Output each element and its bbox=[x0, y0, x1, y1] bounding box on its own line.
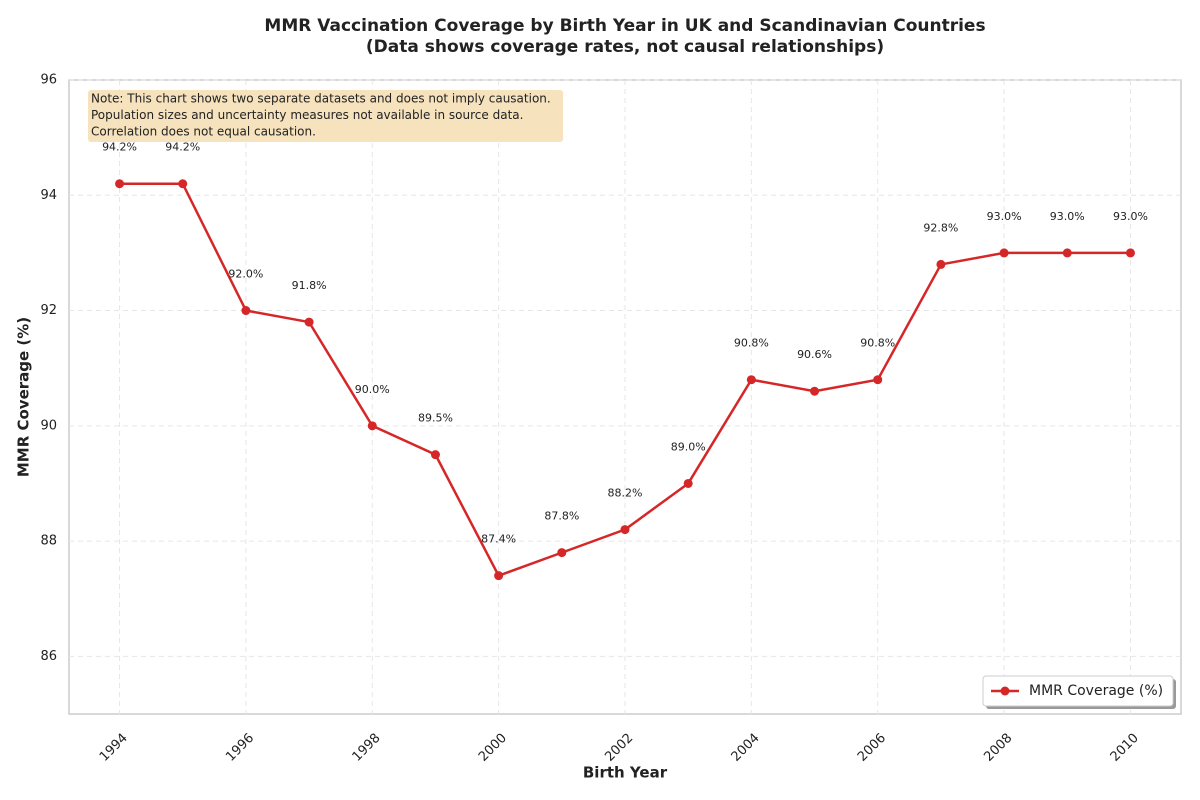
value-label: 87.4% bbox=[481, 533, 516, 546]
y-tick-label: 96 bbox=[40, 73, 57, 88]
annotation: Note: This chart shows two separate data… bbox=[88, 90, 563, 142]
value-label: 91.8% bbox=[292, 279, 327, 292]
legend-label: MMR Coverage (%) bbox=[1029, 683, 1163, 699]
y-tick-label: 86 bbox=[40, 649, 57, 664]
value-label: 90.8% bbox=[734, 337, 769, 350]
data-point bbox=[115, 179, 125, 189]
data-point bbox=[178, 179, 188, 189]
value-label: 88.2% bbox=[608, 487, 643, 500]
data-point bbox=[683, 478, 693, 488]
value-label: 92.0% bbox=[228, 268, 263, 281]
data-point bbox=[746, 375, 756, 385]
value-label: 89.0% bbox=[671, 440, 706, 453]
data-point bbox=[1062, 248, 1072, 258]
x-tick-label: 2008 bbox=[981, 731, 1015, 765]
x-tick-label: 1994 bbox=[97, 731, 131, 765]
data-point bbox=[873, 375, 883, 385]
data-point bbox=[430, 450, 440, 460]
data-point bbox=[557, 548, 567, 558]
value-label: 87.8% bbox=[544, 510, 579, 523]
legend bbox=[982, 675, 1174, 707]
value-label: 93.0% bbox=[1050, 210, 1085, 223]
data-point bbox=[241, 306, 251, 316]
y-tick-label: 92 bbox=[40, 303, 57, 318]
value-label: 90.6% bbox=[797, 348, 832, 361]
data-point bbox=[936, 259, 946, 269]
value-label: 92.8% bbox=[923, 221, 958, 234]
legend-marker bbox=[1000, 686, 1010, 696]
data-point bbox=[304, 317, 314, 327]
x-axis-label: Birth Year bbox=[583, 764, 668, 782]
y-axis-label: MMR Coverage (%) bbox=[15, 317, 33, 477]
x-tick-label: 2000 bbox=[476, 731, 510, 765]
y-tick-label: 88 bbox=[40, 534, 57, 549]
chart-subtitle: (Data shows coverage rates, not causal r… bbox=[366, 37, 884, 57]
value-label: 90.8% bbox=[860, 337, 895, 350]
x-tick-label: 2006 bbox=[855, 731, 889, 765]
data-point bbox=[810, 386, 820, 396]
y-tick-label: 94 bbox=[40, 188, 57, 203]
x-tick-label: 1998 bbox=[350, 731, 384, 765]
data-point bbox=[999, 248, 1009, 258]
annotation-box bbox=[88, 90, 563, 142]
value-label: 90.0% bbox=[355, 383, 390, 396]
value-label: 89.5% bbox=[418, 412, 453, 425]
annotation-text: Population sizes and uncertainty measure… bbox=[91, 108, 523, 122]
annotation-text: Correlation does not equal causation. bbox=[91, 125, 316, 139]
data-point bbox=[1125, 248, 1135, 258]
chart-title: MMR Vaccination Coverage by Birth Year i… bbox=[264, 16, 985, 36]
value-label: 93.0% bbox=[987, 210, 1022, 223]
x-tick-label: 1996 bbox=[223, 731, 257, 765]
x-tick-label: 2004 bbox=[729, 731, 763, 765]
x-tick-label: 2002 bbox=[602, 731, 636, 765]
data-point bbox=[494, 571, 504, 581]
x-tick-label: 2010 bbox=[1108, 731, 1142, 765]
data-point bbox=[367, 421, 377, 431]
value-label: 94.2% bbox=[165, 141, 200, 154]
y-tick-label: 90 bbox=[40, 418, 57, 433]
data-point bbox=[620, 525, 630, 535]
annotation-text: Note: This chart shows two separate data… bbox=[91, 92, 551, 106]
value-label: 93.0% bbox=[1113, 210, 1148, 223]
value-label: 94.2% bbox=[102, 141, 137, 154]
